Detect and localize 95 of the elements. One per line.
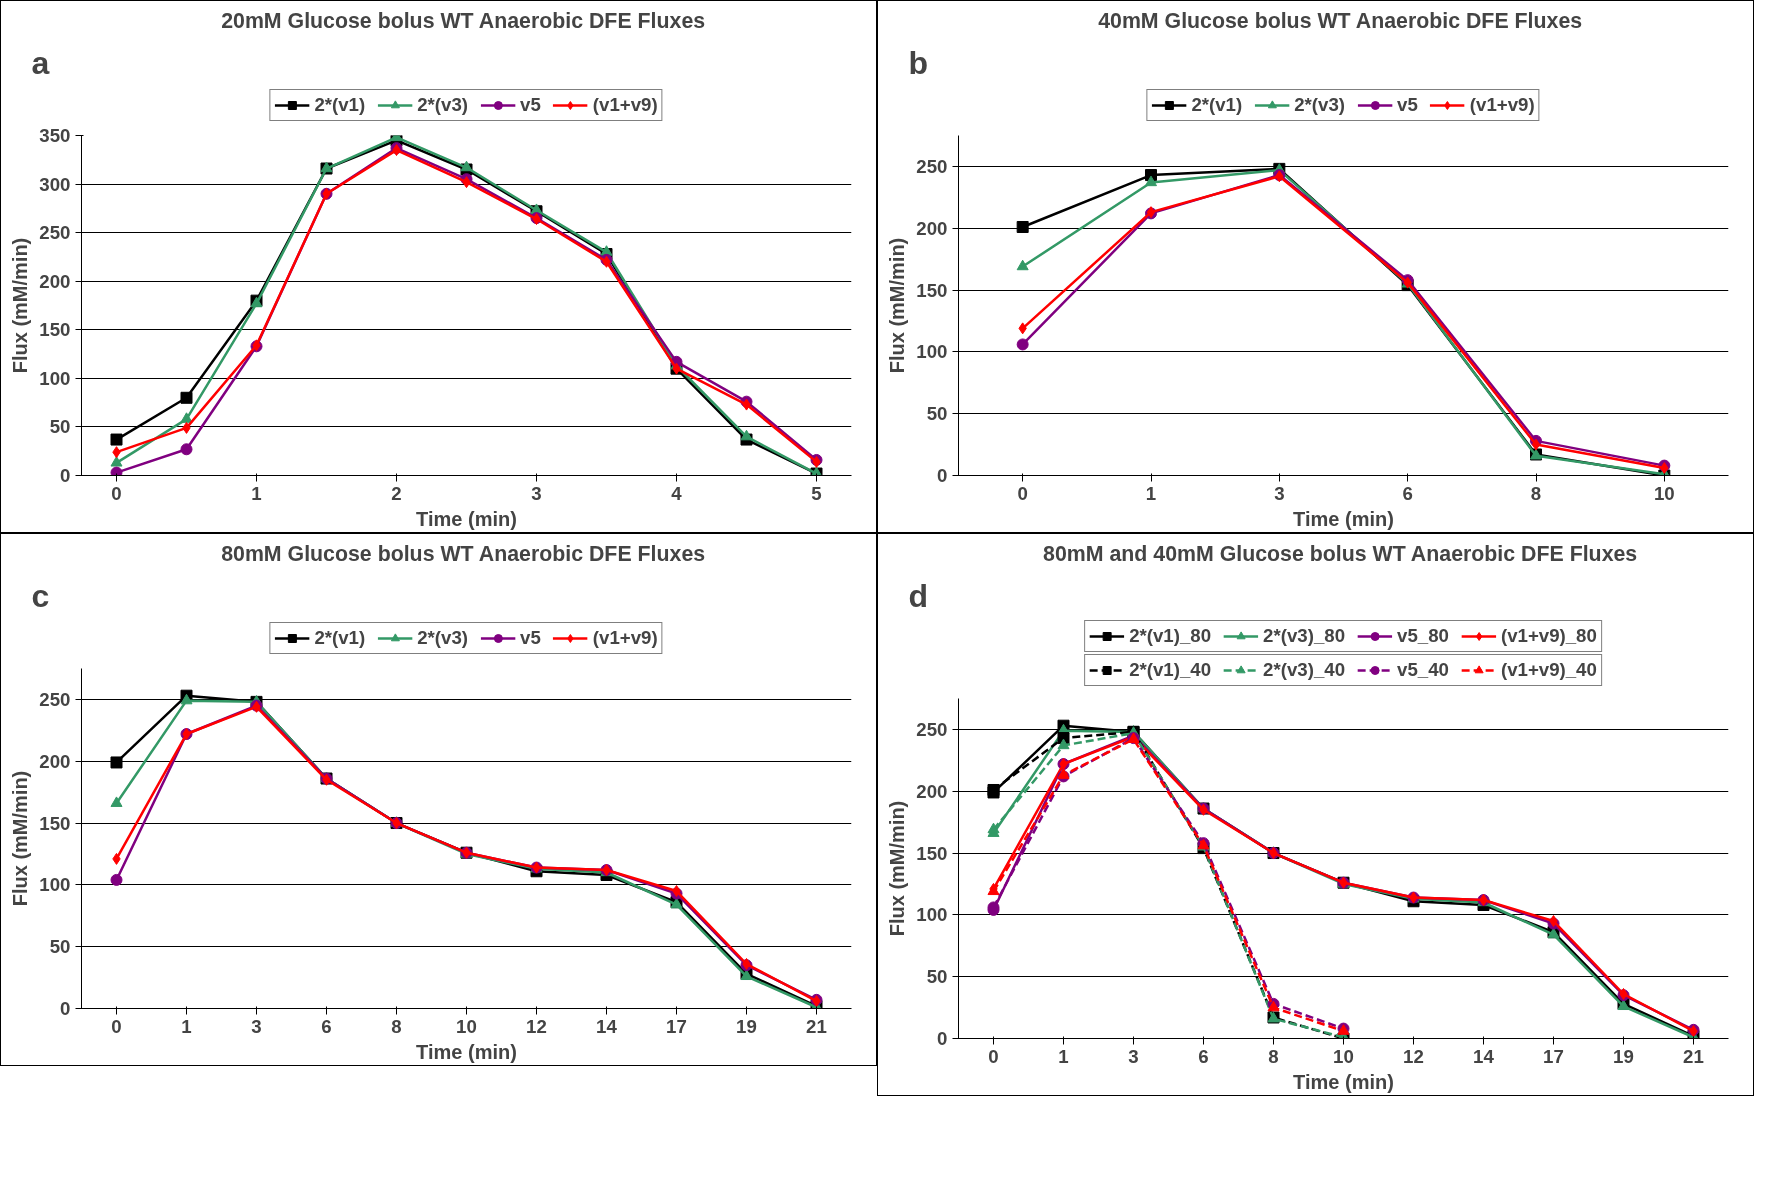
legend-label: 2*(v3)_40 xyxy=(1263,659,1346,681)
x-tick-label: 6 xyxy=(1198,1045,1209,1067)
y-tick-label: 300 xyxy=(39,173,71,195)
legend-label: 2*(v3)_80 xyxy=(1263,625,1346,647)
chart-title: 40mM Glucose bolus WT Anaerobic DFE Fluxes xyxy=(1098,8,1583,33)
y-tick-label: 350 xyxy=(39,125,71,146)
x-tick-label: 21 xyxy=(806,1015,827,1037)
legend-label: v5_40 xyxy=(1397,659,1449,681)
x-tick-label: 10 xyxy=(1333,1045,1354,1067)
x-tick-label: 17 xyxy=(1543,1045,1564,1067)
y-tick-label: 150 xyxy=(916,279,948,301)
x-tick-label: 12 xyxy=(526,1015,547,1037)
x-tick-label: 1 xyxy=(181,1015,192,1037)
x-tick-label: 19 xyxy=(736,1015,757,1037)
x-tick-label: 1 xyxy=(1058,1045,1069,1067)
x-tick-label: 1 xyxy=(1145,482,1157,504)
x-tick-label: 10 xyxy=(456,1015,477,1037)
y-tick-label: 150 xyxy=(39,812,71,834)
y-tick-label: 200 xyxy=(916,780,948,802)
y-tick-label: 0 xyxy=(937,465,948,486)
x-tick-label: 8 xyxy=(391,1015,402,1037)
y-tick-label: 100 xyxy=(39,874,71,896)
legend-label: (v1+v9)_40 xyxy=(1500,659,1597,681)
x-tick-label: 5 xyxy=(811,482,822,504)
x-tick-label: 3 xyxy=(1274,482,1285,504)
x-tick-label: 6 xyxy=(321,1015,332,1037)
chart-title: 80mM Glucose bolus WT Anaerobic DFE Fluxes xyxy=(221,541,706,566)
legend-label: 2*(v1) xyxy=(314,94,366,116)
x-axis-title: Time (min) xyxy=(416,507,517,530)
legend-label: 2*(v3) xyxy=(417,627,469,649)
x-tick-label: 3 xyxy=(1128,1045,1139,1067)
y-tick-label: 200 xyxy=(39,750,71,772)
y-tick-label: 100 xyxy=(916,904,948,926)
y-tick-label: 0 xyxy=(60,998,71,1019)
text: d xyxy=(908,577,929,614)
y-tick-label: 200 xyxy=(39,270,71,292)
y-tick-label: 50 xyxy=(49,936,71,958)
x-tick-label: 14 xyxy=(596,1015,618,1037)
legend-label: (v1+v9) xyxy=(592,94,658,116)
x-tick-label: 19 xyxy=(1613,1045,1634,1067)
y-axis-title: Flux (mM/min) xyxy=(9,237,32,374)
y-tick-label: 100 xyxy=(39,367,71,389)
x-tick-label: 17 xyxy=(666,1015,687,1037)
chart-title: 80mM and 40mM Glucose bolus WT Anaerobic DFE Fluxes xyxy=(1043,541,1638,566)
y-tick-label: 150 xyxy=(916,842,948,864)
x-tick-label: 12 xyxy=(1403,1045,1424,1067)
text: c xyxy=(31,577,50,614)
x-tick-label: 3 xyxy=(531,482,542,504)
x-tick-label: 6 xyxy=(1402,482,1413,504)
legend-label: (v1+v9) xyxy=(1469,94,1535,116)
y-tick-label: 250 xyxy=(916,718,948,740)
y-axis-title: Flux (mM/min) xyxy=(9,770,32,907)
chart-title: 20mM Glucose bolus WT Anaerobic DFE Fluxes xyxy=(221,8,706,33)
legend-label: 2*(v1)_80 xyxy=(1129,625,1212,647)
y-tick-label: 250 xyxy=(39,688,71,710)
legend-label: v5 xyxy=(520,627,541,649)
y-tick-label: 200 xyxy=(916,217,948,239)
legend-label: v5 xyxy=(520,94,541,116)
x-tick-label: 8 xyxy=(1530,482,1542,504)
y-tick-label: 50 xyxy=(926,966,948,988)
x-tick-label: 2 xyxy=(391,482,402,504)
x-tick-label: 0 xyxy=(988,1045,999,1067)
legend-label: (v1+v9)_80 xyxy=(1500,625,1597,647)
legend-label: 2*(v3) xyxy=(417,94,469,116)
y-tick-label: 250 xyxy=(916,155,948,177)
x-tick-label: 1 xyxy=(251,482,262,504)
x-axis-title: Time (min) xyxy=(1293,1070,1394,1093)
legend-label: 2*(v3) xyxy=(1294,94,1346,116)
legend-label: v5 xyxy=(1397,94,1418,116)
x-axis-title: Time (min) xyxy=(1293,507,1394,530)
x-tick-label: 0 xyxy=(1017,482,1028,504)
x-tick-label: 4 xyxy=(671,482,683,504)
y-axis-title: Flux (mM/min) xyxy=(886,237,909,374)
y-tick-label: 50 xyxy=(926,403,948,425)
legend-label: 2*(v1) xyxy=(1191,94,1243,116)
legend-label: v5_80 xyxy=(1397,625,1449,647)
x-tick-label: 14 xyxy=(1473,1045,1495,1067)
text: a xyxy=(31,44,50,81)
x-tick-label: 0 xyxy=(111,482,122,504)
y-axis-title: Flux (mM/min) xyxy=(886,800,909,937)
legend-label: 2*(v1) xyxy=(314,627,366,649)
x-tick-label: 10 xyxy=(1653,482,1675,504)
y-tick-label: 50 xyxy=(49,416,71,438)
text: b xyxy=(908,44,929,81)
x-tick-label: 0 xyxy=(111,1015,122,1037)
x-tick-label: 21 xyxy=(1683,1045,1704,1067)
legend-label: (v1+v9) xyxy=(592,627,658,649)
y-tick-label: 250 xyxy=(39,222,71,244)
x-axis-title: Time (min) xyxy=(416,1040,517,1063)
legend-label: 2*(v1)_40 xyxy=(1129,659,1212,681)
y-tick-label: 100 xyxy=(916,341,948,363)
x-tick-label: 3 xyxy=(251,1015,262,1037)
x-tick-label: 8 xyxy=(1268,1045,1279,1067)
y-tick-label: 0 xyxy=(60,465,71,486)
y-tick-label: 150 xyxy=(39,319,71,341)
